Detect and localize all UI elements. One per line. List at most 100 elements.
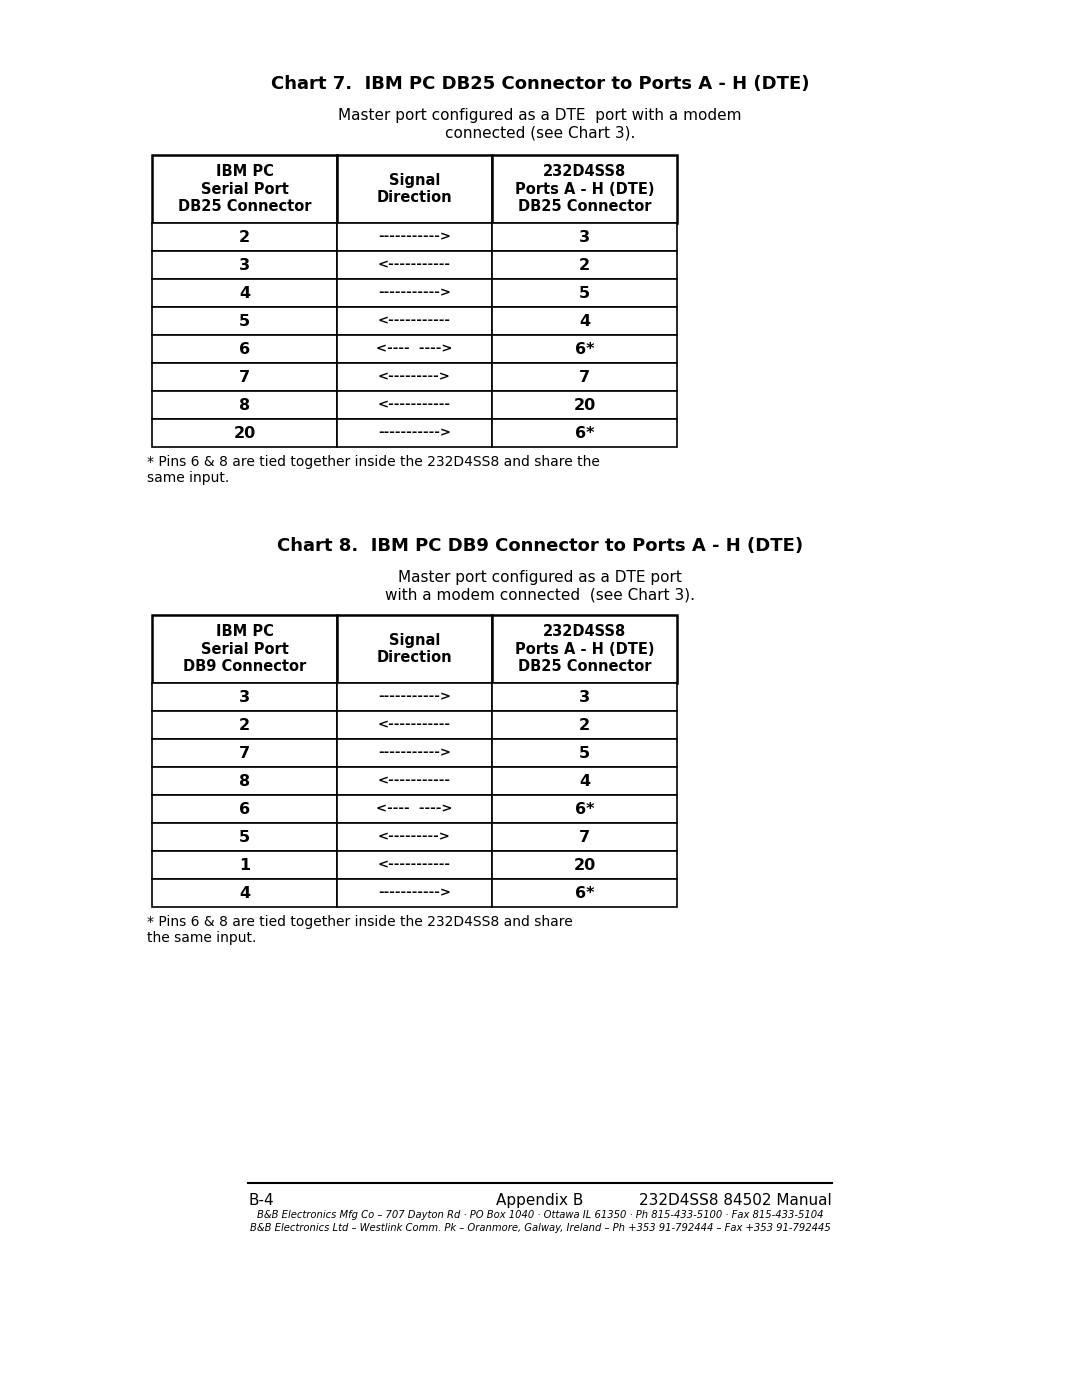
Bar [492, 224, 677, 251]
Text: ----------->: -----------> [378, 231, 451, 243]
Text: Master port configured as a DTE port
with a modem connected  (see Chart 3).: Master port configured as a DTE port wit… [384, 570, 696, 602]
Text: 3: 3 [579, 229, 590, 244]
Text: B&B Electronics Ltd – Westlink Comm. Pk – Oranmore, Galway, Ireland – Ph +353 91: B&B Electronics Ltd – Westlink Comm. Pk … [249, 1222, 831, 1234]
Bar [337, 155, 492, 224]
Bar [492, 615, 677, 683]
Text: 6: 6 [239, 802, 251, 816]
Bar [152, 391, 337, 419]
Bar [152, 851, 337, 879]
Text: ----------->: -----------> [378, 746, 451, 760]
Text: 4: 4 [579, 313, 590, 328]
Bar [337, 224, 492, 251]
Text: <-----------: <----------- [378, 718, 451, 732]
Bar [152, 767, 337, 795]
Text: B-4: B-4 [248, 1193, 273, 1208]
Text: 2: 2 [239, 718, 251, 732]
Bar [337, 307, 492, 335]
Text: 7: 7 [239, 369, 251, 384]
Text: 2: 2 [239, 229, 251, 244]
Bar [492, 879, 677, 907]
Text: 6*: 6* [575, 341, 594, 356]
Bar [492, 823, 677, 851]
Text: 4: 4 [579, 774, 590, 788]
Text: <-----------: <----------- [378, 258, 451, 271]
Bar [337, 767, 492, 795]
Bar [492, 795, 677, 823]
Bar [152, 683, 337, 711]
Text: 6*: 6* [575, 802, 594, 816]
Text: 5: 5 [239, 830, 251, 845]
Bar [492, 251, 677, 279]
Bar [337, 363, 492, 391]
Text: IBM PC
Serial Port
DB25 Connector: IBM PC Serial Port DB25 Connector [178, 163, 311, 214]
Text: 3: 3 [239, 257, 251, 272]
Text: 4: 4 [239, 285, 251, 300]
Bar [337, 851, 492, 879]
Text: 232D4SS8 84502 Manual: 232D4SS8 84502 Manual [639, 1193, 832, 1208]
Bar [492, 683, 677, 711]
Bar [152, 155, 337, 224]
Bar [337, 391, 492, 419]
Bar [337, 335, 492, 363]
Text: <----  ---->: <---- ----> [376, 802, 453, 816]
Bar [152, 363, 337, 391]
Bar [152, 307, 337, 335]
Text: Signal
Direction: Signal Direction [377, 173, 453, 205]
Text: 6*: 6* [575, 426, 594, 440]
Bar [337, 879, 492, 907]
Text: 8: 8 [239, 398, 251, 412]
Bar [152, 419, 337, 447]
Text: 5: 5 [239, 313, 251, 328]
Text: Chart 8.  IBM PC DB9 Connector to Ports A - H (DTE): Chart 8. IBM PC DB9 Connector to Ports A… [276, 536, 804, 555]
Bar [152, 711, 337, 739]
Bar [492, 767, 677, 795]
Bar [492, 279, 677, 307]
Bar [492, 307, 677, 335]
Bar [492, 363, 677, 391]
Text: 20: 20 [573, 858, 596, 873]
Bar [337, 615, 492, 683]
Bar [152, 224, 337, 251]
Text: IBM PC
Serial Port
DB9 Connector: IBM PC Serial Port DB9 Connector [183, 624, 306, 673]
Bar [337, 279, 492, 307]
Bar [337, 823, 492, 851]
Text: ----------->: -----------> [378, 887, 451, 900]
Bar [152, 739, 337, 767]
Bar [492, 155, 677, 224]
Text: 3: 3 [239, 690, 251, 704]
Text: <-----------: <----------- [378, 398, 451, 412]
Text: 20: 20 [573, 398, 596, 412]
Text: Chart 7.  IBM PC DB25 Connector to Ports A - H (DTE): Chart 7. IBM PC DB25 Connector to Ports … [271, 75, 809, 94]
Text: Signal
Direction: Signal Direction [377, 633, 453, 665]
Bar [492, 391, 677, 419]
Text: 232D4SS8
Ports A - H (DTE)
DB25 Connector: 232D4SS8 Ports A - H (DTE) DB25 Connecto… [515, 163, 654, 214]
Text: Appendix B: Appendix B [497, 1193, 583, 1208]
Bar [152, 879, 337, 907]
Bar [492, 739, 677, 767]
Text: <--------->: <---------> [378, 370, 451, 384]
Bar [492, 335, 677, 363]
Text: 7: 7 [239, 746, 251, 760]
Text: Master port configured as a DTE  port with a modem
connected (see Chart 3).: Master port configured as a DTE port wit… [338, 108, 742, 141]
Bar [152, 335, 337, 363]
Bar [152, 795, 337, 823]
Bar [152, 279, 337, 307]
Text: <--------->: <---------> [378, 830, 451, 844]
Text: * Pins 6 & 8 are tied together inside the 232D4SS8 and share the
same input.: * Pins 6 & 8 are tied together inside th… [147, 455, 599, 485]
Bar [337, 795, 492, 823]
Text: <----  ---->: <---- ----> [376, 342, 453, 355]
Text: <-----------: <----------- [378, 774, 451, 788]
Text: 1: 1 [239, 858, 251, 873]
Text: ----------->: -----------> [378, 426, 451, 440]
Text: 8: 8 [239, 774, 251, 788]
Bar [337, 711, 492, 739]
Bar [492, 851, 677, 879]
Text: <-----------: <----------- [378, 314, 451, 327]
Bar [337, 683, 492, 711]
Text: ----------->: -----------> [378, 286, 451, 299]
Bar [152, 823, 337, 851]
Text: 5: 5 [579, 285, 590, 300]
Text: * Pins 6 & 8 are tied together inside the 232D4SS8 and share
the same input.: * Pins 6 & 8 are tied together inside th… [147, 915, 572, 946]
Bar [337, 419, 492, 447]
Bar [337, 739, 492, 767]
